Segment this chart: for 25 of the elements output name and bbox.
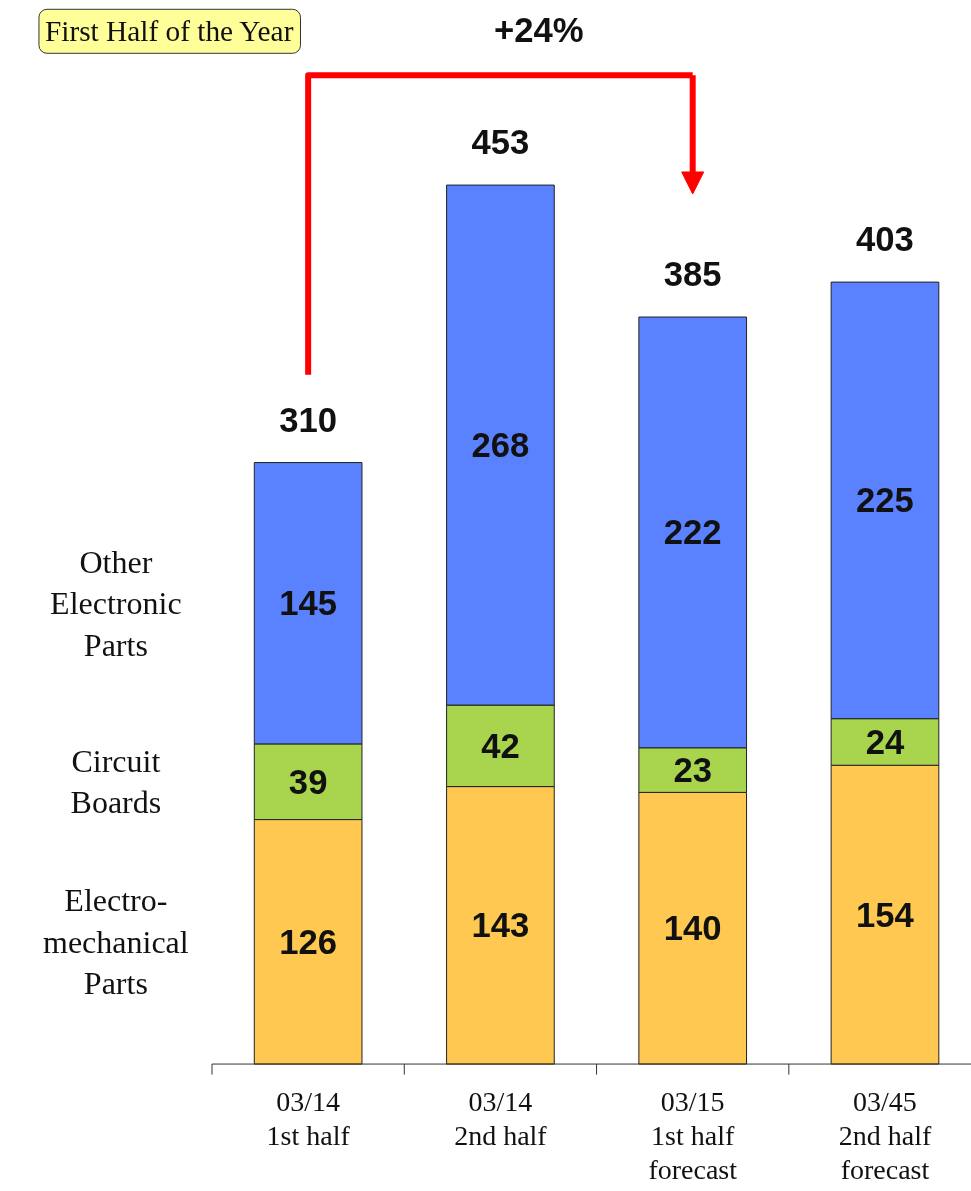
x-tick-label: 03/45 2nd half forecast: [838, 1086, 932, 1186]
data-label: 140: [663, 909, 722, 948]
data-label: 126: [279, 922, 338, 961]
text: Electro-mechanical Parts: [43, 882, 189, 1002]
data-label: 222: [663, 513, 722, 552]
data-label: 24: [865, 722, 905, 761]
total-label: 385: [663, 255, 722, 294]
data-label: 225: [856, 481, 914, 520]
x-tick-label: 03/14 2nd half: [454, 1086, 548, 1152]
text: +24%: [494, 10, 584, 49]
text: Other Electronic Parts: [50, 543, 182, 663]
text: Circuit Boards: [70, 743, 162, 821]
data-label: 154: [856, 895, 915, 934]
data-label: 268: [471, 426, 530, 465]
data-label: 143: [471, 906, 530, 945]
data-label: 42: [481, 726, 520, 765]
text: First Half of the Year: [44, 15, 294, 48]
total-label: 403: [856, 220, 914, 259]
data-label: 23: [673, 751, 712, 790]
x-tick-label: 03/15 1st half forecast: [648, 1086, 738, 1186]
x-tick-label: 03/14 1st half: [266, 1086, 351, 1152]
data-label: 145: [279, 584, 338, 623]
total-label: 453: [471, 123, 530, 162]
data-label: 39: [288, 762, 328, 801]
total-label: 310: [279, 400, 338, 439]
